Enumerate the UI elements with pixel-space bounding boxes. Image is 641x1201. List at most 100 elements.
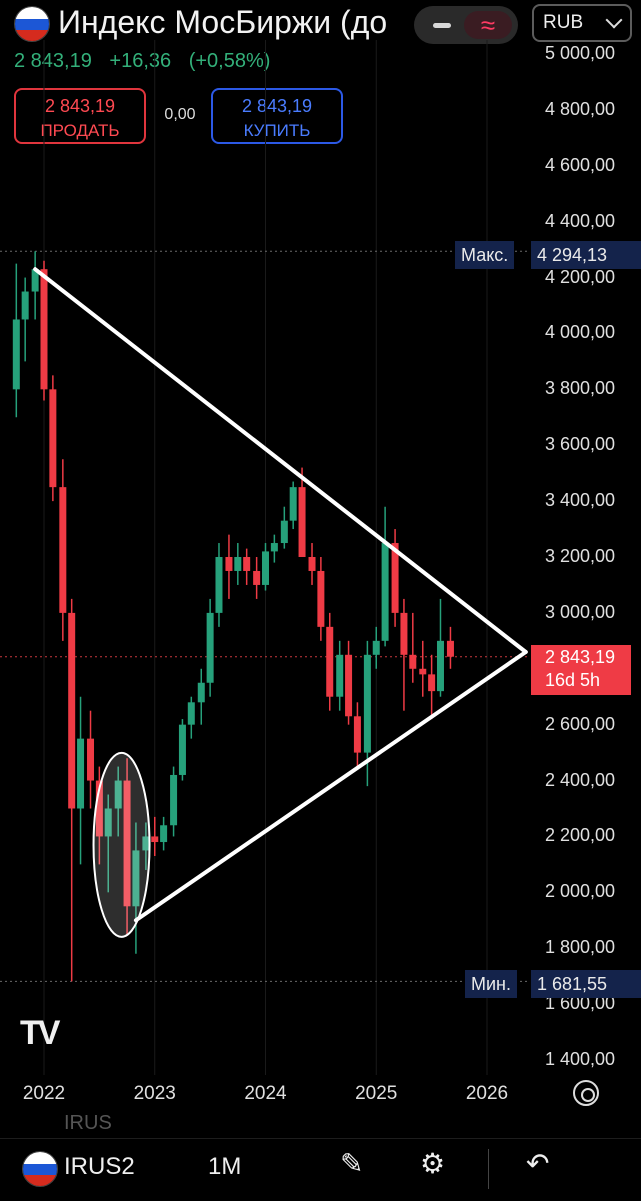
y-tick-label: 2 200,00 — [545, 825, 616, 846]
x-tick-label: 2022 — [22, 1083, 66, 1104]
candle-body — [114, 780, 122, 809]
candle-body — [400, 612, 408, 655]
price-change: +16,36 — [109, 50, 172, 72]
buy-button[interactable]: 2 843,19 КУПИТЬ — [211, 88, 343, 144]
max-marker-value: 4 294,13 — [531, 241, 641, 269]
candle-body — [12, 319, 20, 390]
sell-label: ПРОДАТЬ — [40, 121, 120, 140]
candle-body — [21, 291, 29, 320]
y-tick-label: 4 200,00 — [545, 266, 616, 287]
y-tick-label: 3 000,00 — [545, 601, 616, 622]
candle-countdown: 16d 5h — [545, 670, 601, 690]
candle-body — [280, 520, 288, 544]
pencil-icon[interactable]: ✎ — [340, 1148, 364, 1179]
candle-body — [436, 640, 444, 692]
min-marker-label: Мин. — [465, 970, 517, 998]
buy-label: КУПИТЬ — [243, 121, 311, 140]
x-tick-label: 2026 — [465, 1083, 509, 1104]
candle-body — [289, 487, 297, 521]
minus-icon[interactable] — [420, 11, 464, 39]
candle-body — [372, 640, 380, 655]
y-tick-label: 4 000,00 — [545, 322, 616, 343]
buy-price: 2 843,19 — [241, 96, 313, 116]
candle-body — [31, 269, 39, 292]
candle-body — [132, 850, 140, 907]
candle-body — [206, 612, 214, 683]
ghost-symbol-above: IRUS — [64, 1112, 112, 1134]
max-marker-label: Макс. — [455, 241, 515, 269]
candle-body — [419, 668, 427, 675]
candle-body — [151, 836, 159, 843]
candle-body — [142, 836, 150, 851]
y-tick-label: 2 600,00 — [545, 713, 616, 734]
chart-mode-toggle[interactable]: ≈ — [414, 6, 518, 44]
y-tick-label: 3 600,00 — [545, 434, 616, 455]
candle-body — [95, 780, 103, 837]
candle-body — [40, 269, 48, 390]
spread-value: 0,00 — [164, 106, 196, 123]
symbol-button[interactable]: IRUS2 — [64, 1153, 135, 1180]
undo-icon[interactable]: ↶ — [526, 1148, 550, 1179]
candle-body — [353, 716, 361, 753]
russia-flag-icon — [14, 6, 50, 42]
candle-body — [409, 654, 417, 669]
bottom-toolbar: IRUS2 1M ✎ ⚙ ↶ — [0, 1138, 641, 1201]
y-tick-label: 4 800,00 — [545, 98, 616, 119]
currency-select[interactable]: RUB — [532, 4, 632, 42]
y-tick-label: 3 800,00 — [545, 378, 616, 399]
y-tick-label: 1 800,00 — [545, 937, 616, 958]
candle-body — [336, 654, 344, 697]
last-price-tag: 2 843,19 16d 5h — [531, 645, 631, 695]
candle-body — [308, 557, 316, 571]
candle-body — [104, 808, 112, 837]
y-tick-label: 3 400,00 — [545, 490, 616, 511]
candle-body — [187, 702, 195, 725]
toolbar-divider — [488, 1149, 489, 1189]
candle-body — [77, 738, 85, 809]
candle-body — [270, 543, 278, 552]
candle-body — [170, 774, 178, 826]
highlight-ellipse — [92, 751, 151, 938]
candle-body — [363, 654, 371, 753]
candle-body — [345, 654, 353, 717]
y-tick-label: 2 400,00 — [545, 769, 616, 790]
gear-icon[interactable] — [573, 1080, 599, 1106]
currency-value: RUB — [543, 12, 584, 33]
trendline — [133, 650, 528, 923]
candle-body — [87, 738, 95, 781]
candle-body — [326, 626, 334, 697]
candle-body — [197, 682, 205, 703]
y-tick-label: 3 200,00 — [545, 546, 616, 566]
x-tick-label: 2024 — [244, 1083, 287, 1104]
russia-flag-icon — [22, 1151, 58, 1187]
x-tick-label: 2025 — [355, 1083, 398, 1104]
instrument-title[interactable]: Индекс МосБиржи (до — [58, 4, 388, 40]
timeframe-button[interactable]: 1M — [208, 1153, 242, 1180]
candle-body — [381, 543, 389, 641]
candle-body — [262, 551, 269, 585]
candle-body — [215, 557, 223, 613]
y-tick-label: 5 000,00 — [545, 43, 616, 63]
current-price: 2 843,19 — [14, 50, 92, 72]
candle-body — [446, 640, 454, 657]
candle-body — [160, 825, 168, 843]
y-tick-label: 4 600,00 — [545, 154, 616, 175]
candle-body — [59, 487, 67, 613]
tradingview-logo-icon: TV — [20, 1014, 60, 1052]
candle-body — [253, 570, 261, 585]
sliders-icon[interactable]: ⚙ — [420, 1148, 446, 1179]
candle-body — [178, 724, 186, 775]
sell-button[interactable]: 2 843,19 ПРОДАТЬ — [14, 88, 146, 144]
x-tick-label: 2023 — [133, 1083, 176, 1104]
y-tick-label: 1 400,00 — [545, 1049, 616, 1069]
trendline — [33, 267, 528, 655]
candle-body — [317, 570, 325, 627]
y-tick-label: 4 400,00 — [545, 210, 616, 231]
last-price-value: 2 843,19 — [545, 647, 616, 667]
candle-body — [49, 389, 57, 488]
min-marker-value: 1 681,55 — [531, 970, 641, 998]
y-tick-label: 1 600,00 — [545, 993, 616, 1014]
wave-icon[interactable]: ≈ — [464, 11, 512, 39]
candle-body — [243, 557, 251, 571]
